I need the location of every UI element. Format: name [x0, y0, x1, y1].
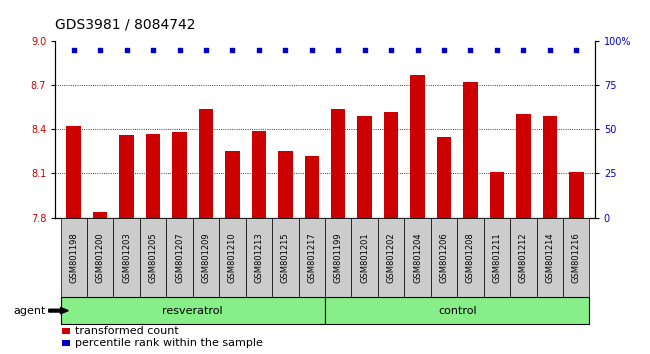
- Point: [254, 47, 264, 52]
- Bar: [331, 109, 346, 218]
- Bar: [140, 218, 166, 297]
- Point: [68, 47, 79, 52]
- Bar: [410, 75, 425, 218]
- Text: percentile rank within the sample: percentile rank within the sample: [75, 338, 263, 348]
- Text: transformed count: transformed count: [75, 326, 179, 336]
- Bar: [246, 218, 272, 297]
- Text: resveratrol: resveratrol: [162, 306, 223, 316]
- Bar: [325, 218, 352, 297]
- Text: GSM801202: GSM801202: [387, 232, 396, 283]
- Bar: [384, 112, 398, 218]
- Bar: [510, 218, 536, 297]
- Bar: [278, 152, 292, 218]
- Text: GSM801209: GSM801209: [202, 232, 211, 283]
- Bar: [166, 218, 193, 297]
- Bar: [463, 82, 478, 218]
- Bar: [66, 126, 81, 218]
- Bar: [516, 114, 530, 218]
- Bar: [352, 218, 378, 297]
- Point: [333, 47, 343, 52]
- Point: [518, 47, 528, 52]
- Text: control: control: [438, 306, 476, 316]
- Point: [174, 47, 185, 52]
- Text: GSM801216: GSM801216: [572, 232, 580, 283]
- Bar: [114, 218, 140, 297]
- Text: GSM801206: GSM801206: [439, 232, 448, 283]
- Bar: [484, 218, 510, 297]
- Point: [491, 47, 502, 52]
- Point: [386, 47, 396, 52]
- Text: GSM801210: GSM801210: [228, 232, 237, 283]
- Point: [465, 47, 476, 52]
- Bar: [87, 218, 114, 297]
- Bar: [304, 156, 319, 218]
- Text: GSM801203: GSM801203: [122, 232, 131, 283]
- Text: GDS3981 / 8084742: GDS3981 / 8084742: [55, 18, 196, 32]
- Text: GSM801213: GSM801213: [254, 232, 263, 283]
- Bar: [146, 134, 161, 218]
- Text: GSM801215: GSM801215: [281, 232, 290, 283]
- Bar: [272, 218, 298, 297]
- Bar: [120, 135, 134, 218]
- Text: GSM801208: GSM801208: [466, 232, 475, 283]
- Point: [148, 47, 159, 52]
- Bar: [252, 131, 266, 218]
- Point: [227, 47, 238, 52]
- Point: [412, 47, 423, 52]
- Bar: [431, 218, 457, 297]
- Point: [122, 47, 132, 52]
- Bar: [437, 137, 451, 218]
- Point: [545, 47, 555, 52]
- Bar: [563, 218, 590, 297]
- Bar: [404, 218, 431, 297]
- Point: [307, 47, 317, 52]
- Bar: [298, 218, 325, 297]
- Point: [201, 47, 211, 52]
- Bar: [60, 297, 325, 324]
- Bar: [60, 218, 87, 297]
- Bar: [378, 218, 404, 297]
- Text: agent: agent: [13, 306, 46, 316]
- Text: GSM801204: GSM801204: [413, 232, 422, 283]
- Bar: [172, 132, 187, 218]
- Point: [95, 47, 105, 52]
- Text: GSM801201: GSM801201: [360, 232, 369, 283]
- Bar: [536, 218, 563, 297]
- Bar: [193, 218, 219, 297]
- Bar: [325, 297, 590, 324]
- Text: GSM801199: GSM801199: [333, 232, 343, 283]
- Bar: [199, 109, 213, 218]
- Point: [280, 47, 291, 52]
- Text: GSM801205: GSM801205: [149, 232, 157, 283]
- Text: GSM801207: GSM801207: [175, 232, 184, 283]
- Point: [439, 47, 449, 52]
- Point: [359, 47, 370, 52]
- Bar: [457, 218, 484, 297]
- Text: GSM801214: GSM801214: [545, 232, 554, 283]
- Text: GSM801198: GSM801198: [70, 232, 78, 283]
- Bar: [93, 212, 107, 218]
- Bar: [219, 218, 246, 297]
- Bar: [489, 172, 504, 218]
- Bar: [358, 116, 372, 218]
- Bar: [543, 116, 557, 218]
- Text: GSM801211: GSM801211: [493, 232, 501, 283]
- Point: [571, 47, 582, 52]
- Bar: [569, 172, 584, 218]
- Text: GSM801212: GSM801212: [519, 232, 528, 283]
- Text: GSM801217: GSM801217: [307, 232, 317, 283]
- Bar: [225, 152, 240, 218]
- Text: GSM801200: GSM801200: [96, 232, 105, 283]
